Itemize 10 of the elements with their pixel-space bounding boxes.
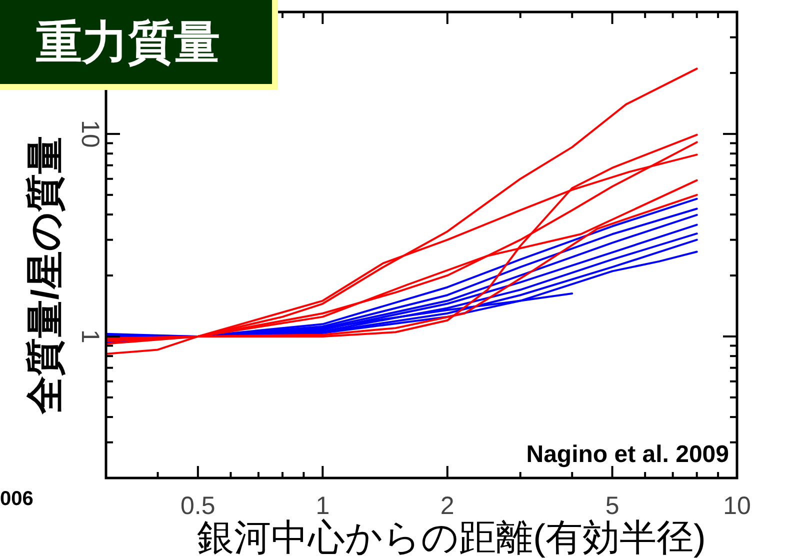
x-tick-label: 10 — [723, 492, 751, 520]
x-axis-title: 銀河中心からの距離(有効半径) — [197, 517, 706, 558]
annotation: Nagino et al. 2009 — [526, 441, 729, 468]
chart-title: 重力質量 — [36, 16, 220, 68]
x-tick-label: 5 — [605, 492, 620, 520]
text: 006 — [0, 488, 34, 510]
x-tick-label: 0.5 — [180, 492, 216, 520]
x-tick-label: 1 — [316, 492, 330, 520]
y-axis-title: 全質量/星の質量 — [25, 136, 67, 415]
x-tick-label: 2 — [440, 492, 454, 520]
